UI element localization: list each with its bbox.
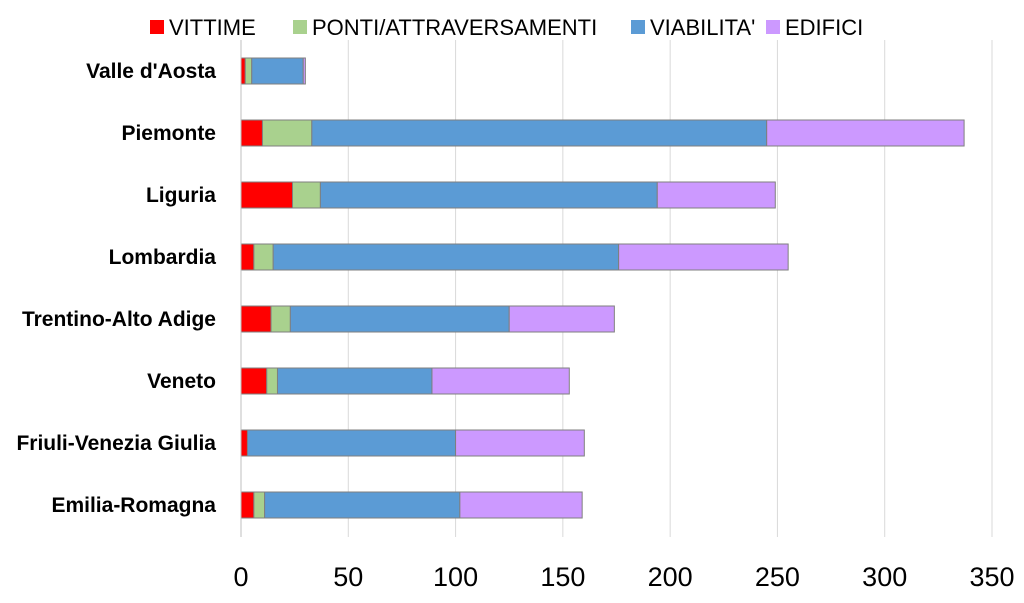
bar-segment-edifici: [302, 57, 306, 85]
bar-segment-vittime: [240, 181, 293, 209]
bar-segment-vittime: [240, 119, 263, 147]
bar-segment-edifici: [455, 429, 585, 457]
bar-segment-viabilita: [264, 491, 461, 519]
bar-segment-vittime: [240, 491, 255, 519]
legend-label: PONTI/ATTRAVERSAMENTI: [312, 15, 597, 40]
bar-segment-vittime: [240, 305, 272, 333]
category-labels: Valle d'Aosta Piemonte Liguria Lombardia Tre…: [16, 60, 216, 517]
x-tick-label: 200: [648, 562, 693, 592]
bar-segment-viabilita: [276, 367, 433, 395]
bar-segment-edifici: [431, 367, 570, 395]
bar-segment-edifici: [508, 305, 615, 333]
bar-segment-edifici: [618, 243, 789, 271]
x-tick-label: 100: [433, 562, 478, 592]
bars: [240, 57, 965, 519]
bar-segment-viabilita: [246, 429, 457, 457]
legend: VITTIME PONTI/ATTRAVERSAMENTI VIABILITA' ED…: [150, 15, 863, 40]
bar-segment-edifici: [656, 181, 776, 209]
x-tick-label: 250: [755, 562, 800, 592]
bar-segment-ponti-attraversamenti: [253, 243, 274, 271]
bar-segment-viabilita: [272, 243, 620, 271]
category-label: Valle d'Aosta: [86, 60, 216, 83]
legend-label: EDIFICI: [785, 15, 863, 40]
x-tick-label: 150: [540, 562, 585, 592]
bar-segment-viabilita: [251, 57, 304, 85]
bar-segment-ponti-attraversamenti: [244, 57, 253, 85]
bar-segment-edifici: [459, 491, 583, 519]
bar-segment-vittime: [240, 57, 246, 85]
category-label: Emilia-Romagna: [51, 494, 216, 517]
tick-labels: 0 50 100 150 200 250 300 350: [233, 562, 1014, 592]
bar-segment-ponti-attraversamenti: [291, 181, 321, 209]
x-tick-label: 50: [333, 562, 363, 592]
legend-swatch: [766, 20, 780, 34]
category-label: Friuli-Venezia Giulia: [16, 432, 216, 455]
category-label: Liguria: [146, 184, 216, 207]
x-tick-label: 0: [233, 562, 248, 592]
category-label: Lombardia: [109, 246, 217, 269]
legend-swatch: [293, 20, 307, 34]
category-label: Piemonte: [121, 122, 216, 145]
bar-segment-ponti-attraversamenti: [253, 491, 266, 519]
legend-swatch: [150, 20, 164, 34]
bar-segment-ponti-attraversamenti: [261, 119, 313, 147]
bar-segment-viabilita: [289, 305, 510, 333]
x-tick-label: 300: [862, 562, 907, 592]
bar-segment-viabilita: [311, 119, 768, 147]
bar-segment-ponti-attraversamenti: [270, 305, 291, 333]
legend-label: VIABILITA': [650, 15, 755, 40]
bar-segment-vittime: [240, 243, 255, 271]
category-label: Veneto: [147, 370, 216, 393]
bar-segment-vittime: [240, 367, 268, 395]
bar-segment-ponti-attraversamenti: [266, 367, 278, 395]
bar-segment-viabilita: [319, 181, 658, 209]
legend-swatch: [631, 20, 645, 34]
grid-lines: [347, 40, 993, 537]
category-label: Trentino-Alto Adige: [22, 308, 216, 331]
x-tick-label: 350: [969, 562, 1014, 592]
legend-label: VITTIME: [169, 15, 256, 40]
bar-segment-vittime: [240, 429, 248, 457]
bar-segment-edifici: [766, 119, 965, 147]
